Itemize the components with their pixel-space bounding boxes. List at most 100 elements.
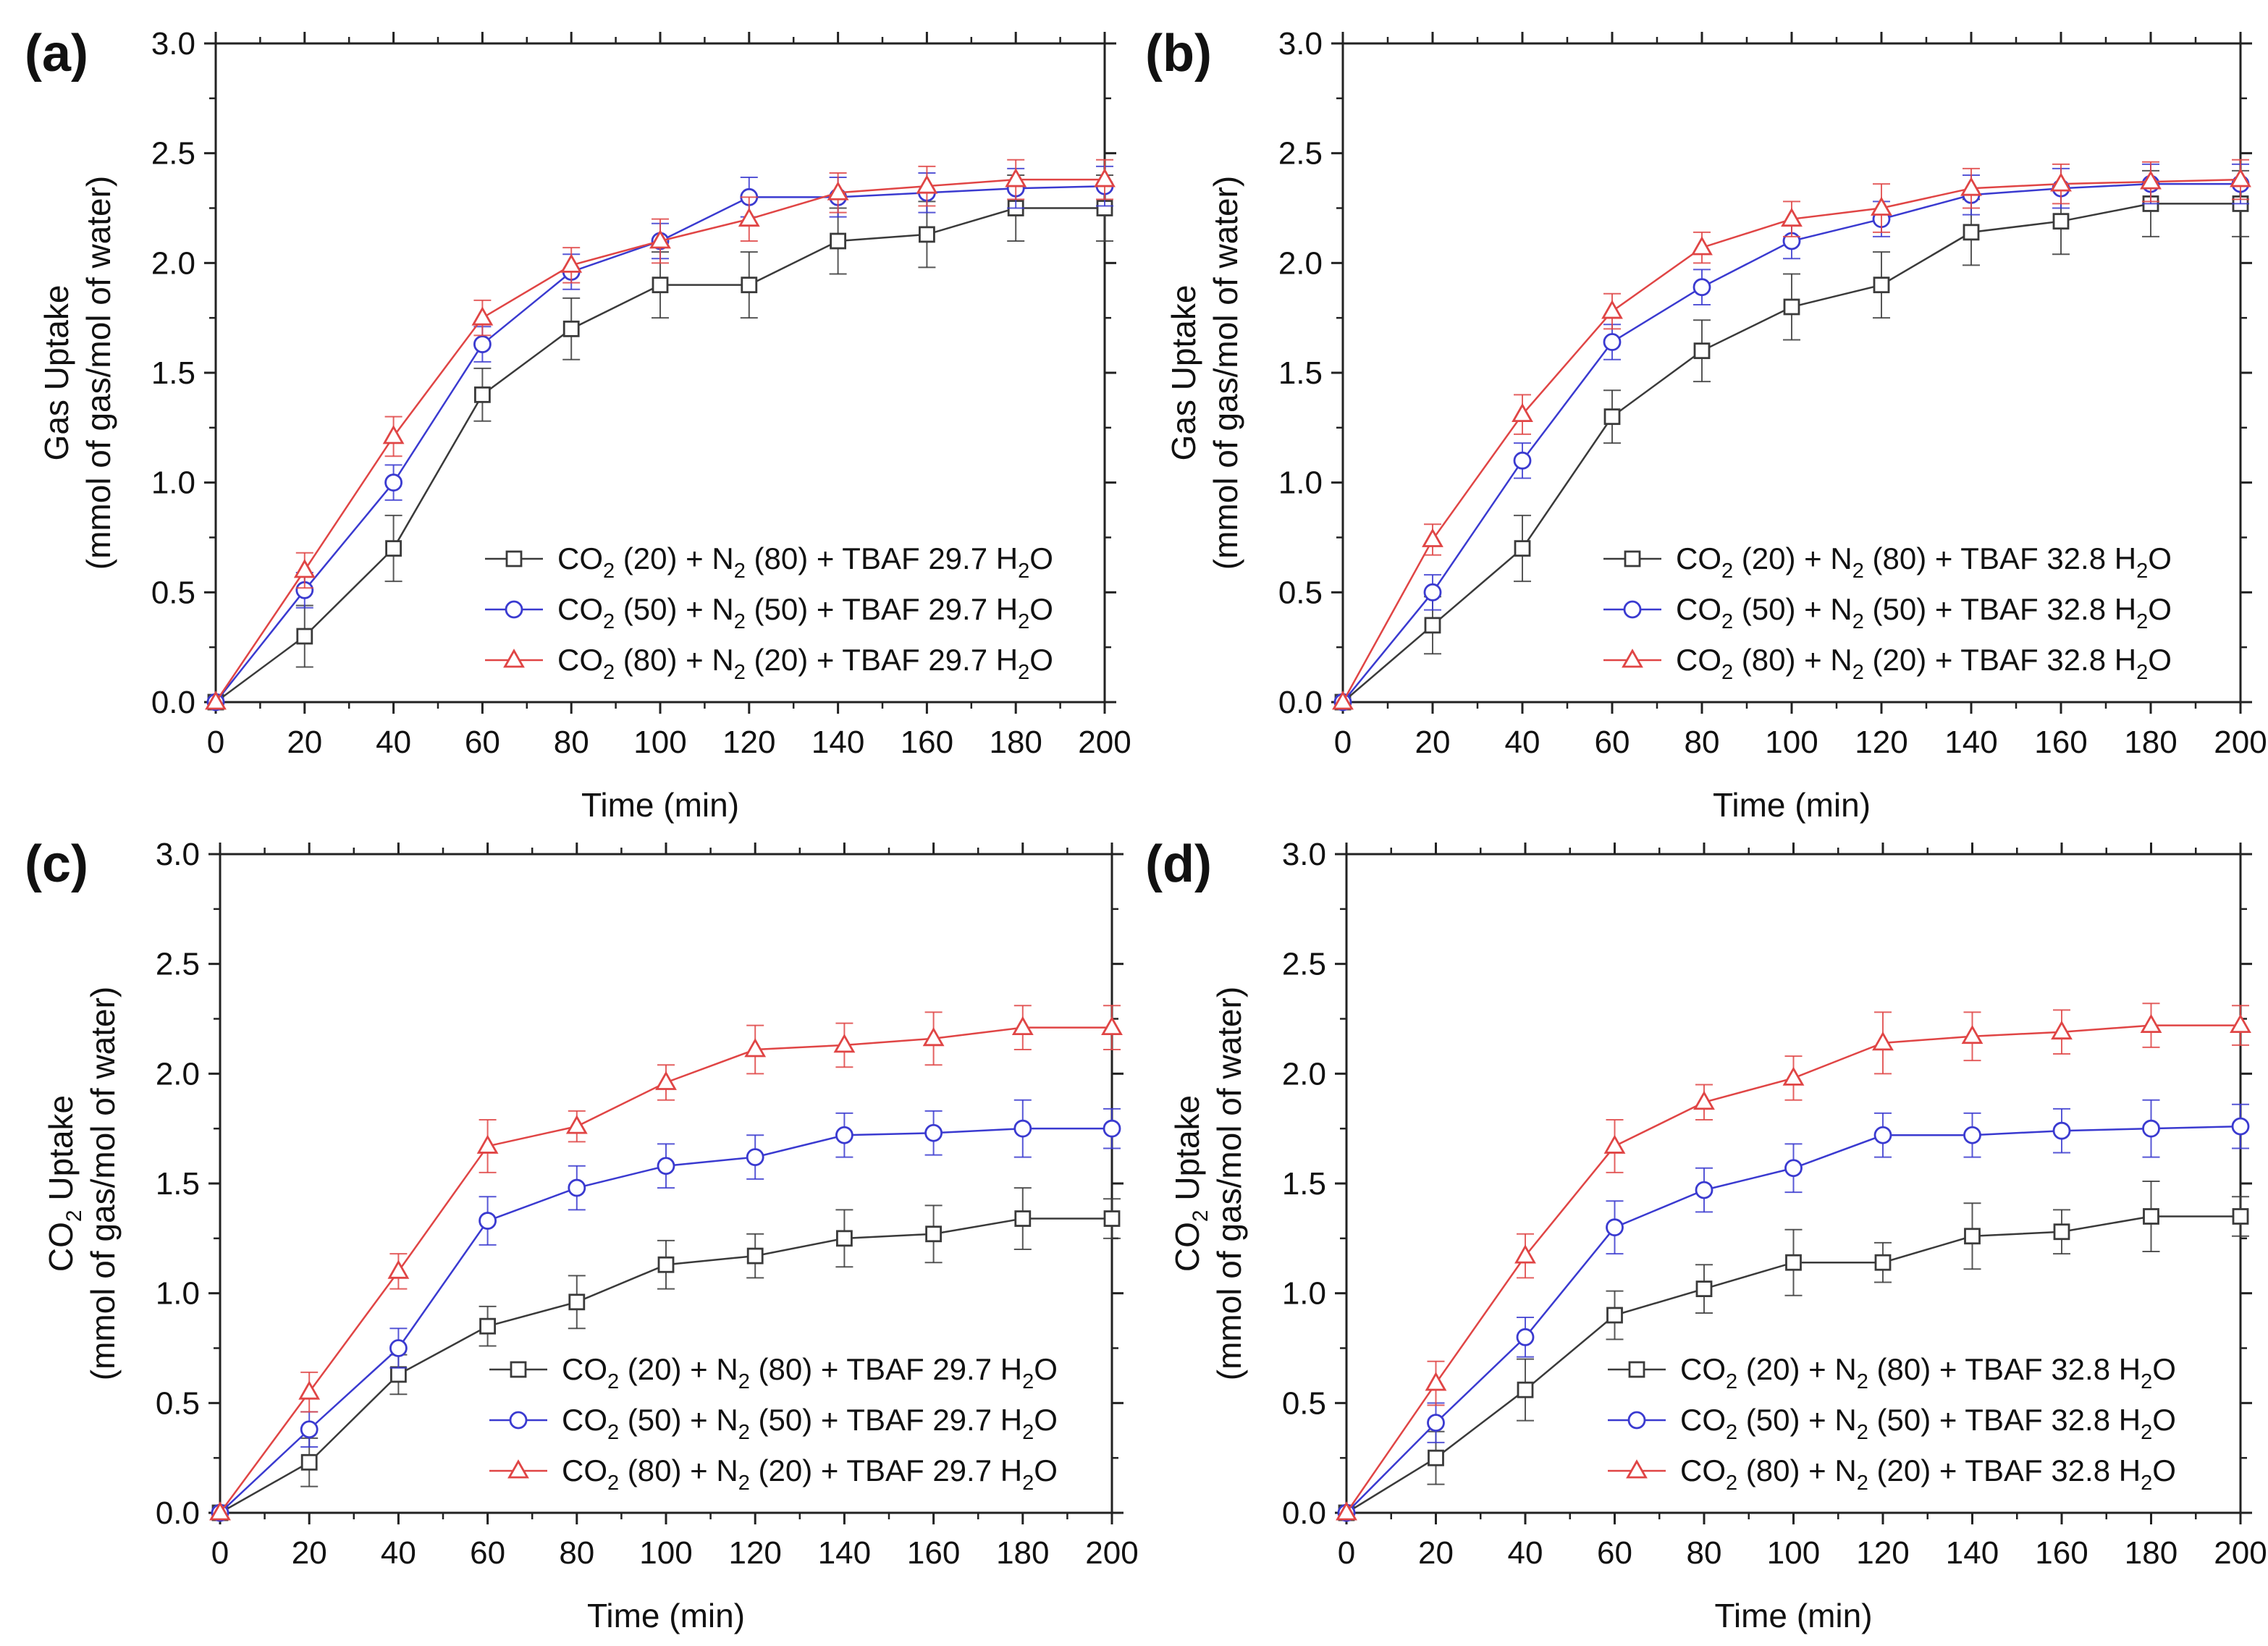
x-tick-value: 180 [2124,725,2177,760]
x-tick-value: 60 [470,1535,505,1571]
data-point [1336,1501,1357,1521]
y-tick-label: 0.5 [1282,1385,1326,1421]
data-point [300,1453,318,1471]
data-point [1425,1372,1447,1391]
series-3 [1336,1003,2251,1521]
x-axis-title-text: Time (min) [581,786,739,824]
y-tick-value: 0.0 [1278,685,1323,720]
data-point [2050,172,2072,192]
data-point [833,1034,856,1053]
legend-text-part: (50) + N [1737,1403,1857,1437]
y-axis-title-units-text: (mmol of gas/mol of water) [80,176,117,570]
x-tick-label: 120 [728,1535,781,1571]
data-point [1872,1031,1894,1051]
legend-marker [510,1361,527,1378]
x-tick-label: 180 [2124,725,2177,760]
data-point [389,1339,408,1357]
y-axis-title-sub: 2 [62,1210,86,1222]
legend-marker [505,550,523,567]
x-tick-label: 60 [465,725,500,760]
series-2 [1333,163,2250,712]
legend-text-part: (50) + TBAF 29.7 H [746,592,1018,626]
data-point [382,425,405,444]
legend-subscript: 2 [607,1472,619,1495]
x-tick-label: 180 [2125,1535,2178,1571]
data-point [836,1230,853,1247]
data-point [1963,224,1980,241]
y-axis-title-units-text: (mmol of gas/mol of water) [1210,987,1248,1380]
data-point [830,232,846,250]
data-point [476,1134,499,1154]
x-tick-value: 200 [2214,1535,2267,1571]
legend-marker [1623,600,1642,619]
y-tick-value: 3.0 [156,837,200,872]
x-tick-value: 200 [1085,1535,1138,1571]
panel-label-text: (c) [25,835,88,893]
legend-text-part: (20) + TBAF 32.8 H [1864,643,2136,677]
x-tick-label: 200 [2214,1535,2267,1571]
data-point [922,1026,945,1047]
x-tick-value: 40 [1505,725,1540,760]
legend-entry: CO2 (20) + N2 (80) + TBAF 32.8 H2O [1603,541,2172,583]
data-point [1603,408,1621,426]
x-axis-title: Time (min) [581,786,739,824]
legend-subscript: 2 [1852,610,1864,633]
data-point [1873,277,1890,294]
x-tick-label: 200 [2214,725,2267,760]
data-point [1606,1307,1623,1324]
y-axis-title-main: Gas Uptake [1165,285,1202,461]
y-axis-title-units-text: (mmol of gas/mol of water) [84,987,122,1380]
x-tick-label: 180 [996,1535,1049,1571]
panel-a: (a) 0 20 40 60 80 100 120 140 160 180 200 0.0 0.5 1.0 1… [25,25,1131,824]
legend-entry: CO2 (80) + N2 (20) + TBAF 32.8 H2O [1608,1453,2176,1495]
legend-text-part: O [2148,541,2172,575]
y-axis-title-after: Uptake [1168,1095,1206,1210]
data-point [1424,617,1441,634]
data-point [657,1256,675,1273]
legend-subscript: 2 [1721,560,1733,583]
legend-marker [1624,550,1641,567]
data-point [1782,1066,1805,1086]
x-tick-label: 100 [1767,1535,1820,1571]
legend-text-part: (20) + TBAF 29.7 H [746,643,1018,677]
y-tick-value: 1.0 [156,1276,200,1312]
y-tick-value: 1.5 [1278,355,1323,391]
data-point [1423,583,1442,602]
panel-label: (b) [1145,25,1212,83]
data-point [2052,213,2070,230]
legend-entry: CO2 (20) + N2 (80) + TBAF 29.7 H2O [485,541,1053,583]
y-axis-title-after: Uptake [42,1095,80,1210]
y-tick-label: 1.0 [1282,1276,1326,1312]
data-point [925,1225,942,1243]
y-tick-label: 2.5 [151,136,195,172]
y-tick-value: 0.0 [151,685,195,720]
x-tick-label: 100 [639,1535,692,1571]
x-tick-label: 80 [559,1535,594,1571]
legend-text-part: O [1034,1352,1058,1386]
y-axis-title-units-text: (mmol of gas/mol of water) [1207,176,1244,570]
x-tick-label: 80 [1687,1535,1722,1571]
data-point [471,306,494,326]
y-tick-value: 2.0 [151,245,195,281]
x-tick-label: 0 [1338,1535,1355,1571]
data-point [560,253,583,273]
legend-text-part: CO [1676,643,1721,677]
legend-marker [503,649,525,668]
data-point [1606,1218,1624,1237]
legend-text-part: (80) + TBAF 29.7 H [750,1352,1022,1386]
panel-label-text: (d) [1145,835,1212,893]
x-tick-value: 120 [728,1535,781,1571]
x-tick-value: 160 [907,1535,960,1571]
x-tick-label: 120 [1856,1535,1909,1571]
data-point [655,1071,677,1090]
data-point [1603,1134,1626,1154]
x-tick-label: 40 [376,725,411,760]
legend-entry: CO2 (80) + N2 (20) + TBAF 29.7 H2O [485,643,1053,684]
y-tick-label: 2.0 [156,1056,200,1092]
legend-label: CO2 (20) + N2 (80) + TBAF 32.8 H2O [1676,541,2172,583]
legend-text-part: (20) + TBAF 29.7 H [750,1453,1022,1487]
panel-label-text: (b) [1145,25,1212,83]
panel-label: (c) [25,835,88,893]
data-point [1517,1381,1534,1398]
y-tick-value: 2.5 [151,136,195,172]
